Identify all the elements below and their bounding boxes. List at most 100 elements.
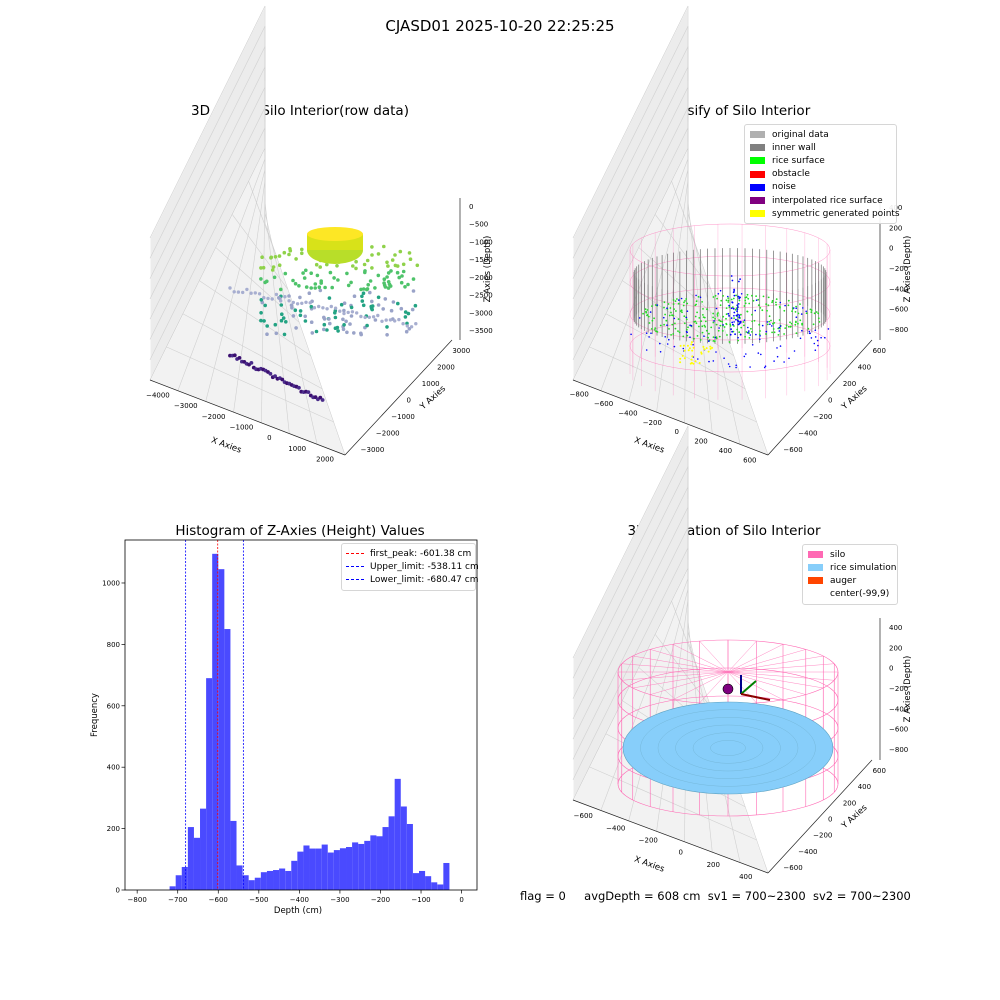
panel2-noise-point: [659, 351, 662, 353]
panel1-data-point: [345, 330, 349, 335]
histogram-background: [125, 540, 477, 890]
panel1-data-point: [389, 269, 393, 273]
panel2-noise-point: [730, 317, 733, 319]
panel2-y-tick-label: 600: [873, 347, 886, 355]
panel2-rice-point: [751, 320, 754, 323]
panel1-data-point: [405, 321, 409, 326]
panel2-grid-line: [656, 180, 689, 413]
panel2-noise-point: [666, 324, 668, 327]
panel4-center-marker: [722, 683, 734, 695]
panel2-rice-point: [772, 322, 774, 325]
panel2-rice-point: [721, 320, 724, 323]
panel1-data-point: [318, 288, 323, 293]
panel2-rice-point: [675, 310, 677, 312]
panel1-data-point: [376, 273, 381, 278]
panel1-data-point: [273, 322, 278, 327]
panel2-rice-point: [705, 329, 708, 332]
panel4-silo-roof-line: [621, 663, 729, 673]
panel2-rice-point: [677, 330, 679, 332]
panel1-grid-line: [205, 169, 266, 402]
histogram-title: Histogram of Z-Axies (Height) Values: [175, 523, 425, 539]
panel1-data-point: [332, 276, 336, 280]
panel1-z-tick-label: −2500: [469, 292, 493, 300]
panel1-y-tick-label: 2000: [437, 364, 455, 372]
histogram-x-tick-label: −200: [371, 896, 390, 904]
panel1-data-point: [351, 264, 355, 268]
panel2-rice-point: [674, 327, 677, 330]
histogram-x-tick-label: −800: [128, 896, 147, 904]
panel1-z-tick-label: −1000: [469, 238, 493, 246]
panel2-rice-point: [745, 331, 748, 333]
panel2-z-tick-label: 0: [889, 245, 893, 253]
panel2-rice-point: [785, 324, 788, 327]
panel1-data-point: [279, 299, 283, 303]
panel2-noise-point: [773, 360, 775, 362]
panel1-data-point: [271, 265, 276, 269]
histogram-bar: [321, 844, 328, 890]
panel2-noise-point: [788, 357, 790, 360]
panel2-noise-point: [733, 311, 736, 314]
panel1-data-point: [345, 271, 349, 276]
panel1-data-point: [306, 390, 311, 394]
panel1-grid-line: [177, 158, 266, 391]
panel2-noise-point: [664, 336, 666, 338]
panel2-noise-point: [779, 345, 782, 347]
panel2-symmetric-point: [679, 357, 682, 360]
panel2-noise-point: [771, 325, 773, 327]
panel2-noise-point: [722, 324, 724, 326]
panel1-data-point: [382, 244, 386, 249]
panel2-symmetric-point: [692, 362, 695, 365]
panel1-data-point: [329, 304, 333, 309]
panel2-noise-point: [743, 355, 746, 358]
panel4-3d-box: −600−400−2000200400−600−400−200020040060…: [572, 425, 913, 881]
panel4-grid-line: [572, 425, 689, 659]
panel1-z-tick-label: −500: [469, 221, 488, 229]
panel2-x-tick-label: −200: [643, 419, 662, 427]
panel2-y-tick-label: 200: [843, 380, 856, 388]
panel1-data-point: [365, 258, 370, 263]
panel1-data-point: [350, 310, 355, 314]
panel1-data-point: [270, 297, 274, 301]
panel2-rice-point: [646, 309, 649, 311]
panel1-data-point: [361, 303, 366, 308]
panel2-rice-point: [714, 294, 717, 297]
panel1-grid-line: [149, 87, 266, 320]
panel2-y-tick-label: 400: [858, 364, 871, 372]
panel1-data-point: [300, 251, 304, 256]
panel2-noise-point: [729, 333, 732, 336]
panel2-noise-point: [738, 297, 740, 300]
panel1-data-point: [384, 318, 388, 322]
panel2-noise-point: [685, 330, 688, 333]
panel2-rice-point: [672, 333, 675, 335]
panel2-rice-point: [663, 323, 665, 326]
panel1-data-point: [236, 290, 241, 294]
panel2-rice-point: [728, 306, 731, 308]
panel2-noise-point: [810, 337, 813, 339]
panel2-rice-point: [810, 309, 813, 311]
panel2-noise-point: [795, 307, 797, 310]
panel2-rice-point: [697, 295, 700, 298]
panel2-symmetric-point: [679, 344, 682, 347]
panel2-noise-point: [638, 317, 641, 319]
panel1-data-point: [280, 312, 284, 317]
histogram-x-tick-label: −600: [209, 896, 228, 904]
panel1-data-point: [298, 313, 303, 318]
panel1-data-point: [327, 317, 331, 321]
legend-swatch: [808, 551, 823, 559]
histogram-plot-area: −800 −700 −600 −500 −400 −300 −200 −100 0 0 200 400…: [102, 539, 478, 904]
panel2-grid-line: [572, 46, 689, 279]
histogram-bar: [364, 840, 371, 890]
panel1-data-point: [322, 317, 327, 321]
panel2-rice-point: [712, 316, 714, 319]
panel2-rice-point: [712, 312, 715, 315]
panel1-data-point: [373, 286, 377, 290]
panel1-data-point: [314, 262, 319, 267]
panel2-rice-point: [651, 319, 654, 322]
panel2-noise-point: [659, 342, 661, 345]
panel1-data-point: [323, 285, 327, 290]
panel1-data-point: [309, 320, 314, 325]
panel4-rice-mesh: [675, 724, 781, 772]
panel1-data-point: [310, 331, 315, 335]
panel2-rice-point: [704, 326, 707, 328]
panel2-noise-point: [759, 338, 761, 341]
